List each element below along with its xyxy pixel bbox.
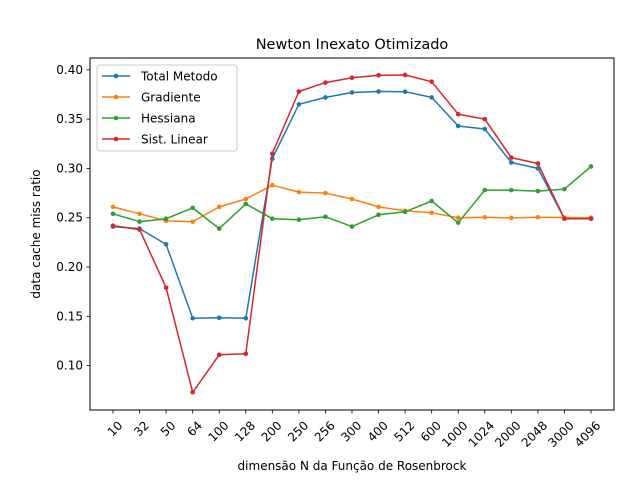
data-point-gradiente [429,210,434,216]
x-axis-label: dimensão N da Função de Rosenbrock [238,459,467,473]
data-point-sist-linear [349,75,355,81]
legend-marker-gradiente [113,94,119,100]
data-point-gradiente [455,215,461,221]
data-point-total-metodo [163,242,169,247]
data-point-sist-linear [296,89,302,94]
legend-label-gradiente: Gradiente [141,91,201,105]
data-point-total-metodo [429,95,434,100]
data-point-hessiana [216,226,222,231]
data-point-hessiana [455,220,461,225]
data-point-total-metodo [509,160,514,165]
data-point-gradiente [270,182,275,188]
legend-box [96,64,238,152]
y-tick-label: 0.40 [56,63,83,77]
data-point-sist-linear [190,389,195,395]
y-tick-label: 0.15 [56,309,83,323]
data-point-sist-linear [562,216,567,222]
data-point-sist-linear [137,227,142,232]
data-point-sist-linear [323,80,328,85]
legend: Total Metodo Gradiente Hessiana Sist. Linea… [96,64,238,152]
data-point-gradiente [243,196,249,202]
data-point-total-metodo [349,90,355,95]
data-point-gradiente [349,196,355,202]
legend-marker-total-metodo [113,73,119,79]
data-point-gradiente [137,211,142,217]
data-point-hessiana [243,201,249,207]
data-point-hessiana [323,214,328,220]
legend-marker-hessiana [113,115,119,121]
data-point-hessiana [509,187,514,193]
data-point-sist-linear [588,216,594,222]
data-point-sist-linear [402,72,408,78]
data-point-hessiana [190,205,195,211]
y-tick-label: 0.20 [56,260,83,274]
data-point-sist-linear [163,285,169,291]
data-point-hessiana [562,186,567,192]
data-point-total-metodo [243,316,249,321]
data-point-gradiente [190,219,195,224]
data-point-gradiente [376,204,381,210]
data-point-gradiente [110,204,116,210]
legend-marker-sist-linear [113,136,119,142]
legend-label-sist-linear: Sist. Linear [141,133,208,147]
data-point-sist-linear [482,116,488,122]
data-point-sist-linear [455,111,461,117]
data-point-hessiana [296,217,302,223]
data-point-hessiana [588,164,594,169]
data-point-total-metodo [482,126,488,132]
data-point-sist-linear [535,161,541,166]
y-axis: 0.10 0.15 0.20 0.25 0.30 0.35 0.40 [56,63,90,373]
data-point-hessiana [270,216,275,222]
data-point-hessiana [429,198,434,204]
y-tick-label: 0.25 [56,211,83,225]
data-point-hessiana [376,212,381,218]
data-point-total-metodo [323,95,328,100]
data-point-sist-linear [376,72,381,78]
data-point-hessiana [137,219,142,224]
data-point-gradiente [482,214,488,220]
chart-title: Newton Inexato Otimizado [256,37,449,53]
data-point-hessiana [349,224,355,229]
y-tick-label: 0.30 [56,161,83,175]
data-point-total-metodo [216,315,222,321]
data-point-sist-linear [509,155,514,160]
data-point-sist-linear [270,151,275,156]
data-point-sist-linear [243,351,249,357]
data-point-total-metodo [455,123,461,129]
data-point-hessiana [110,211,116,217]
data-point-total-metodo [402,89,408,95]
y-tick-label: 0.35 [56,112,83,126]
legend-label-total-metodo: Total Metodo [140,70,218,84]
data-point-gradiente [296,189,302,195]
data-point-gradiente [323,190,328,196]
data-point-sist-linear [216,352,222,358]
data-point-total-metodo [190,316,195,321]
data-point-total-metodo [296,102,302,107]
data-point-gradiente [535,214,541,220]
legend-label-hessiana: Hessiana [141,112,196,126]
data-point-total-metodo [376,89,381,94]
data-point-sist-linear [110,223,116,228]
y-tick-label: 0.10 [56,359,83,373]
data-point-gradiente [509,215,514,221]
data-point-hessiana [482,187,488,193]
series-layer [110,72,594,395]
data-point-hessiana [402,209,408,215]
data-point-hessiana [535,188,541,194]
y-axis-label: data cache miss ratio [29,169,43,298]
data-point-sist-linear [429,79,434,84]
data-point-gradiente [216,204,222,210]
data-point-hessiana [163,216,169,222]
